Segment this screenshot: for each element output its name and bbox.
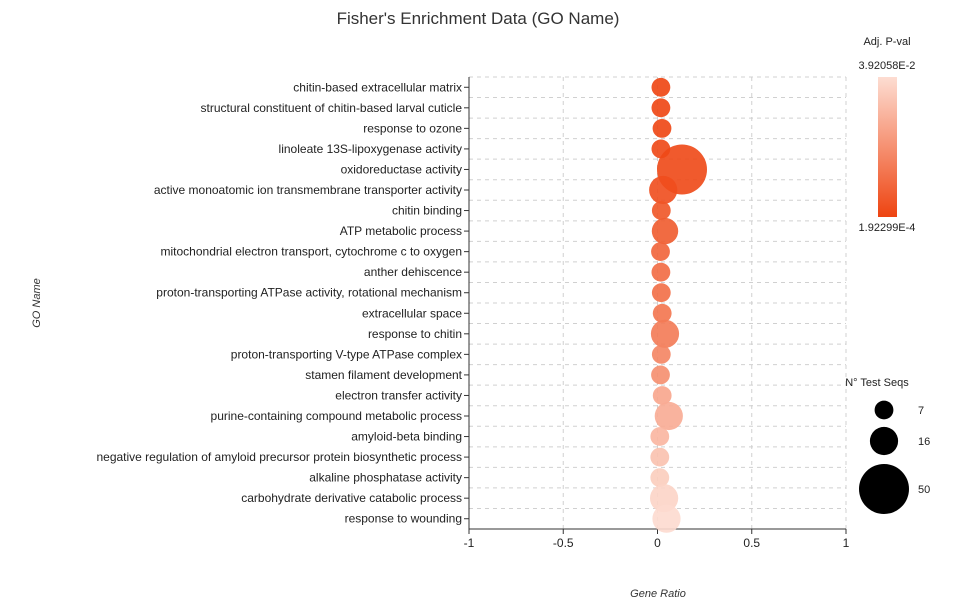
size-legend: N° Test Seqs 7 16 50 (845, 377, 930, 514)
y-tick-labels: chitin-based extracellular matrix structu… (96, 80, 462, 525)
grid-lines (468, 76, 847, 530)
y-axis-title: GO Name (31, 278, 43, 328)
x-axis-title: Gene Ratio (630, 588, 686, 600)
y-tick-label: chitin binding (392, 204, 462, 218)
data-point (650, 468, 670, 487)
data-point (651, 217, 679, 245)
data-point (651, 98, 671, 118)
y-tick-label: electron transfer activity (335, 388, 462, 402)
data-point (651, 345, 671, 364)
data-point (651, 201, 671, 220)
y-tick-label: carbohydrate derivative catabolic proces… (241, 491, 462, 505)
y-tick-label: extracellular space (362, 306, 462, 320)
size-legend-title: N° Test Seqs (845, 377, 909, 389)
x-tick-label: -0.5 (553, 536, 574, 550)
data-point (651, 242, 670, 261)
color-legend-title: Adj. P-val (863, 36, 910, 48)
data-points (649, 77, 707, 533)
x-tick-label: 1 (843, 536, 850, 550)
data-point (652, 386, 672, 405)
y-tick-label: response to wounding (345, 512, 462, 526)
data-point (649, 175, 678, 205)
x-tick-label: 0 (654, 536, 661, 550)
y-tick-label: response to chitin (368, 327, 462, 341)
y-tick-label: proton-transporting ATPase activity, rot… (156, 286, 462, 300)
size-legend-label: 16 (918, 436, 930, 448)
size-legend-circle (869, 426, 899, 456)
x-tick-label: -1 (464, 536, 475, 550)
data-point (650, 319, 680, 348)
x-tick-label: 0.5 (743, 536, 760, 550)
data-point (650, 427, 670, 446)
y-tick-label: chitin-based extracellular matrix (293, 80, 462, 94)
chart-title: Fisher's Enrichment Data (GO Name) (337, 9, 620, 28)
data-point (651, 283, 671, 303)
data-point (651, 262, 671, 282)
plot-area: chitin-based extracellular matrix structu… (96, 76, 850, 550)
data-point (650, 447, 670, 467)
y-tick-label: mitochondrial electron transport, cytoch… (161, 245, 462, 259)
y-tick-label: ATP metabolic process (340, 224, 462, 238)
x-tick-labels: -1 -0.5 0 0.5 1 (464, 536, 850, 550)
y-tick-label: proton-transporting V-type ATPase comple… (231, 347, 462, 361)
y-tick-label: response to ozone (363, 121, 462, 135)
y-tick-label: negative regulation of amyloid precursor… (96, 450, 462, 464)
color-legend-gradient-bar (878, 77, 897, 217)
y-tick-label: structural constituent of chitin-based l… (201, 101, 463, 115)
data-point (651, 365, 670, 385)
y-tick-label: active monoatomic ion transmembrane tran… (154, 183, 462, 197)
size-legend-circle (874, 400, 894, 420)
y-tick-label: oxidoreductase activity (341, 162, 462, 176)
size-legend-label: 50 (918, 484, 930, 496)
data-point (650, 484, 679, 513)
y-tick-label: anther dehiscence (364, 265, 462, 279)
size-legend-label: 7 (918, 405, 924, 417)
data-point (652, 118, 672, 138)
data-point (651, 77, 671, 97)
color-legend-min-label: 1.92299E-4 (859, 222, 916, 234)
color-legend-max-label: 3.92058E-2 (859, 60, 916, 72)
y-tick-label: stamen filament development (305, 368, 462, 382)
y-tick-label: amyloid-beta binding (351, 430, 462, 444)
data-point (652, 504, 681, 533)
size-legend-circle (859, 464, 909, 514)
y-tick-label: linoleate 13S-lipoxygenase activity (279, 142, 462, 156)
y-tick-label: alkaline phosphatase activity (309, 471, 462, 485)
color-legend: Adj. P-val 3.92058E-2 1.92299E-4 (859, 36, 916, 234)
y-tick-label: purine-containing compound metabolic pro… (211, 409, 462, 423)
data-point (652, 303, 672, 323)
data-point (654, 401, 683, 431)
